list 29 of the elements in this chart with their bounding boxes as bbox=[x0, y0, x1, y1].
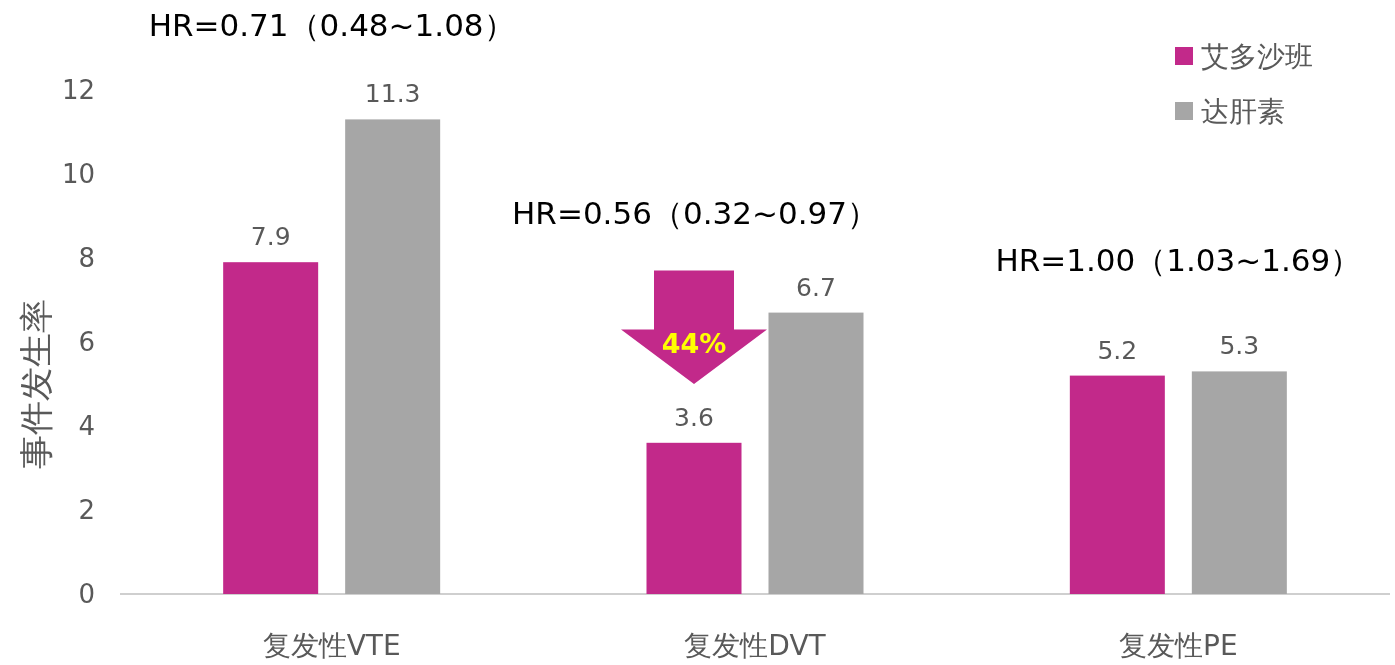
legend-label: 达肝素 bbox=[1201, 95, 1285, 128]
y-tick-label: 12 bbox=[61, 75, 95, 105]
bar bbox=[646, 442, 742, 594]
data-label: 5.3 bbox=[1219, 331, 1260, 361]
x-tick-label: 复发性DVT bbox=[684, 629, 827, 662]
y-tick-label: 2 bbox=[78, 495, 95, 525]
data-label: 6.7 bbox=[796, 272, 836, 302]
data-label: 3.6 bbox=[674, 402, 714, 432]
data-label: 7.9 bbox=[250, 222, 291, 252]
bar bbox=[345, 119, 441, 594]
bar bbox=[1191, 371, 1287, 594]
y-tick-label: 0 bbox=[78, 579, 95, 609]
bar bbox=[223, 262, 319, 594]
annotation: HR=1.00（1.03~1.69） bbox=[995, 242, 1362, 278]
y-tick-label: 4 bbox=[78, 411, 95, 441]
legend-label: 艾多沙班 bbox=[1201, 40, 1313, 73]
annotation: 44% bbox=[661, 328, 727, 360]
bar bbox=[768, 312, 864, 594]
y-tick-label: 6 bbox=[78, 327, 95, 357]
x-tick-label: 复发性PE bbox=[1119, 629, 1238, 662]
x-tick-label: 复发性VTE bbox=[262, 629, 401, 662]
data-label: 5.2 bbox=[1097, 335, 1138, 365]
y-axis-title: 事件发生率 bbox=[16, 299, 56, 469]
annotation: HR=0.56（0.32~0.97） bbox=[512, 195, 878, 231]
bar bbox=[1069, 375, 1165, 594]
text: HR=0.71（0.48~1.08） bbox=[148, 7, 515, 43]
y-tick-label: 8 bbox=[78, 243, 95, 273]
y-tick-label: 10 bbox=[61, 159, 95, 189]
data-label: 11.3 bbox=[364, 79, 421, 109]
